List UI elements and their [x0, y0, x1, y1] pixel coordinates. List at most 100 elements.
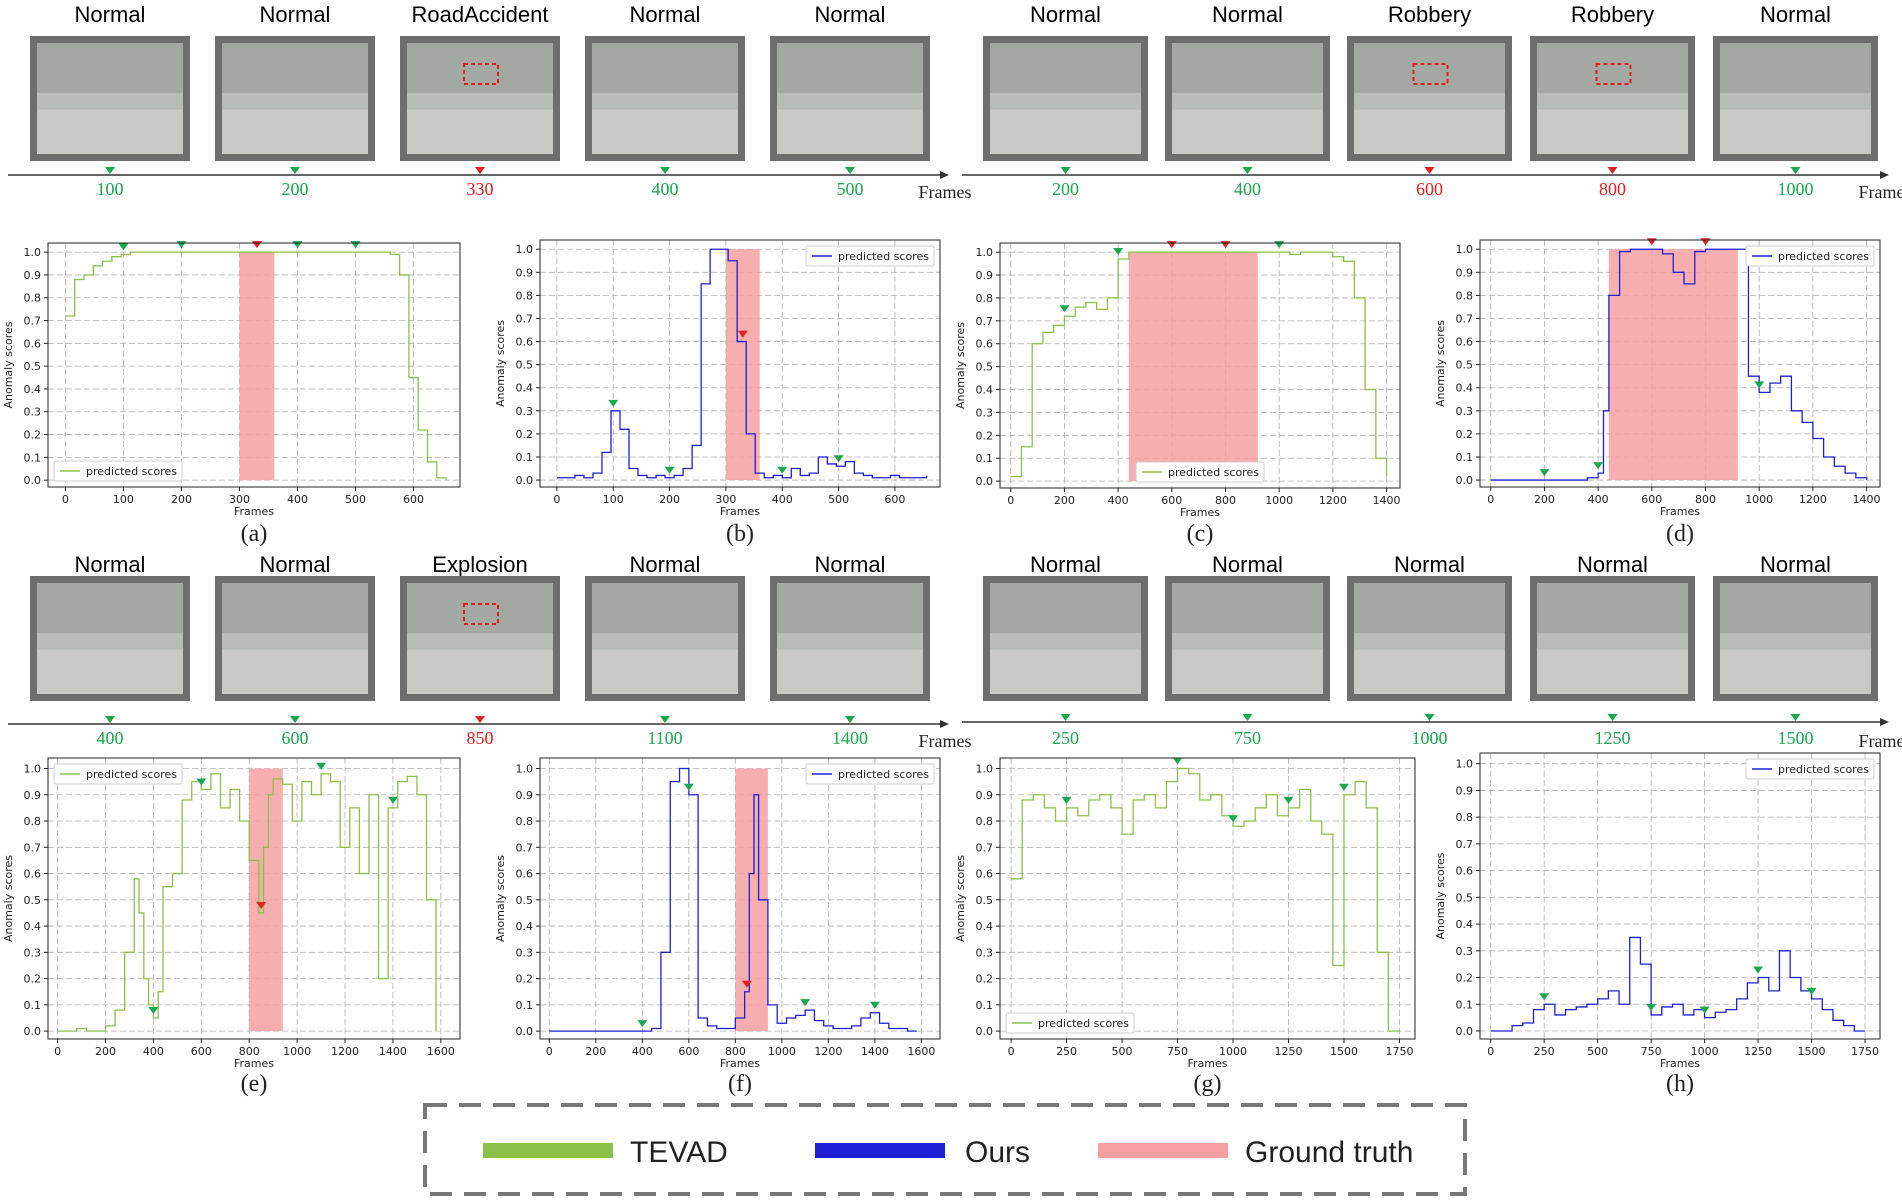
chart-caption: (a)	[241, 521, 268, 547]
x-tick-label: 1250	[1744, 1045, 1772, 1058]
y-axis-label: Anomaly scores	[2, 321, 15, 408]
score-marker	[350, 241, 361, 249]
x-tick-label: 1200	[814, 1045, 842, 1058]
score-marker	[1274, 241, 1285, 249]
frame-label: Normal	[260, 552, 331, 577]
y-tick-label: 0.6	[976, 338, 994, 351]
plot-frame	[999, 757, 1416, 1040]
y-tick-label: 0.2	[516, 428, 534, 441]
x-tick-label: 1400	[1373, 494, 1401, 507]
score-marker	[1754, 381, 1765, 389]
frame-number: 400	[97, 728, 124, 748]
x-tick-label: 0	[546, 1045, 553, 1058]
video-frame-thumbnail	[770, 576, 930, 701]
score-marker	[118, 243, 129, 251]
y-tick-label: 0.5	[24, 360, 42, 373]
series-line	[1010, 251, 1388, 478]
frame-label: Normal	[1212, 2, 1283, 27]
chart-e: 0 200 400 600 800 1000 1200 1400 1600 0.0 0.1 0.2 0.…	[2, 757, 461, 1097]
x-tick-label: 500	[828, 493, 849, 506]
x-axis-label: Frames	[1660, 505, 1700, 518]
y-tick-label: 0.0	[1456, 474, 1474, 487]
x-axis-label: Frames	[1180, 506, 1220, 519]
y-tick-label: 0.7	[24, 841, 42, 854]
x-tick-label: 750	[1167, 1045, 1188, 1058]
x-tick-label: 1400	[861, 1045, 889, 1058]
frame-marker-icon	[475, 167, 485, 174]
y-tick-label: 0.5	[976, 361, 994, 374]
x-tick-label: 1000	[283, 1045, 311, 1058]
frame-marker-icon	[475, 716, 485, 723]
y-tick-label: 0.5	[516, 359, 534, 372]
frame-label: Normal	[1030, 552, 1101, 577]
y-tick-label: 1.0	[516, 763, 534, 776]
video-frame-thumbnail	[983, 36, 1148, 161]
chart-caption: (c)	[1187, 521, 1214, 547]
timeline-frames-label: Frames	[919, 182, 972, 202]
x-tick-label: 400	[1588, 493, 1609, 506]
chart-a: 0 100 200 300 400 500 600 0.0 0.1 0.2 0.3 0.4 0.5 0.6…	[2, 241, 461, 547]
plot-frame	[47, 757, 461, 1040]
score-marker	[833, 455, 844, 463]
score-marker	[176, 241, 187, 249]
y-tick-label: 0.1	[516, 451, 534, 464]
frame-strips: Normal 100 Normal 200 RoadAccident 330 Normal 4…	[8, 2, 1902, 751]
y-tick-label: 1.0	[1456, 243, 1474, 256]
chart-c: 0 200 400 600 800 1000 1200 1400 0.0 0.1 0.2 0.3 0.4…	[954, 241, 1401, 547]
series-line	[57, 773, 437, 1032]
y-tick-label: 0.1	[24, 999, 42, 1012]
frame-label: Explosion	[432, 552, 527, 577]
y-tick-label: 0.1	[516, 999, 534, 1012]
video-frame-thumbnail	[1347, 36, 1512, 161]
y-tick-label: 0.2	[24, 429, 42, 442]
x-tick-label: 0	[1007, 494, 1014, 507]
x-tick-label: 0	[54, 1045, 61, 1058]
frame-number: 800	[1599, 179, 1626, 199]
anomaly-box-icon	[1412, 63, 1449, 85]
frame-number: 100	[97, 179, 124, 199]
video-frame-thumbnail	[770, 36, 930, 161]
y-tick-label: 0.5	[24, 894, 42, 907]
x-tick-label: 1500	[1798, 1045, 1826, 1058]
legend-label: predicted scores	[1168, 466, 1259, 479]
x-tick-label: 1400	[1853, 493, 1881, 506]
x-tick-label: 200	[585, 1045, 606, 1058]
chart-h: 0 250 500 750 1000 1250 1500 1750 0.0 0.1 0.2 0.3 0.…	[1434, 752, 1881, 1097]
video-frame-thumbnail	[585, 576, 745, 701]
x-tick-label: 1000	[1691, 1045, 1719, 1058]
chart-legend: predicted scores	[1005, 1012, 1135, 1034]
y-tick-label: 0.0	[976, 475, 994, 488]
y-axis-label: Anomaly scores	[1434, 320, 1447, 407]
y-tick-label: 0.4	[24, 383, 42, 396]
y-tick-label: 0.3	[24, 946, 42, 959]
chart-legend: predicted scores	[1745, 245, 1875, 267]
y-tick-label: 0.3	[516, 946, 534, 959]
x-tick-label: 500	[1112, 1045, 1133, 1058]
legend-label: Ground truth	[1245, 1136, 1413, 1169]
score-marker	[869, 1001, 880, 1009]
chart-legend: predicted scores	[805, 763, 935, 785]
score-marker	[800, 999, 811, 1007]
y-tick-label: 0.7	[1456, 838, 1474, 851]
y-axis-label: Anomaly scores	[494, 855, 507, 942]
score-marker	[1539, 993, 1550, 1001]
frame-marker-icon	[290, 716, 300, 723]
plot-frame	[1479, 752, 1881, 1040]
plot-frame	[539, 757, 941, 1040]
x-tick-label: 400	[772, 493, 793, 506]
frame-label: Normal	[815, 552, 886, 577]
score-marker	[1338, 783, 1349, 791]
legend-label: predicted scores	[838, 250, 929, 263]
video-frame-thumbnail	[30, 36, 190, 161]
score-marker	[637, 1020, 648, 1028]
ground-truth-band	[249, 768, 283, 1032]
y-tick-label: 0.7	[516, 841, 534, 854]
frame-number: 500	[837, 179, 864, 199]
x-tick-label: 400	[1108, 494, 1129, 507]
y-tick-label: 0.2	[24, 973, 42, 986]
frame-number: 1000	[1412, 728, 1448, 748]
x-tick-label: 500	[1587, 1045, 1608, 1058]
x-axis-label: Frames	[1660, 1057, 1700, 1070]
timeline-arrow-icon	[1880, 171, 1889, 179]
